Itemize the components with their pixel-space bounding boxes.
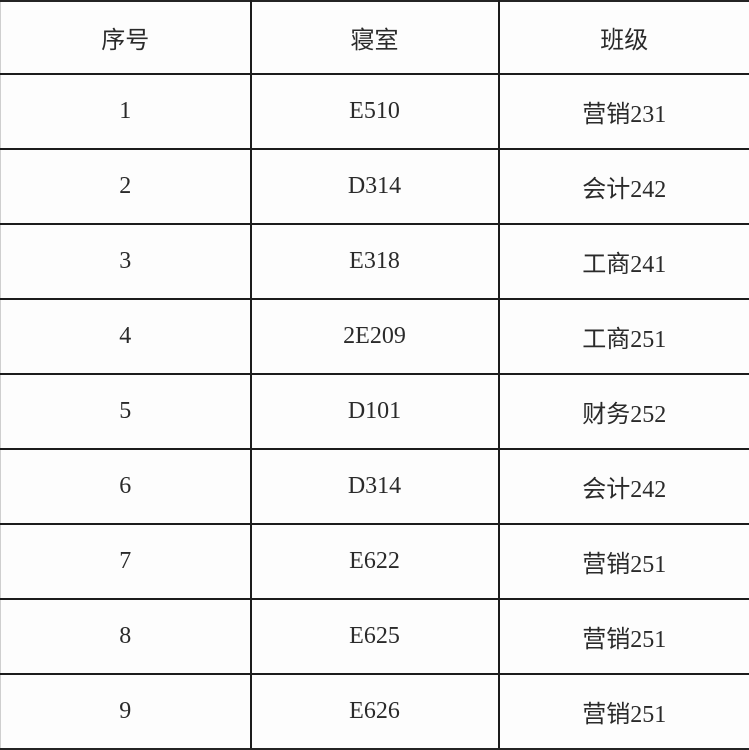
table-row: 1 E510 营销231 xyxy=(0,73,749,150)
table-row: 8 E625 营销251 xyxy=(0,598,749,675)
table-row: 9 E626 营销251 xyxy=(0,673,749,750)
dorm-cell: D314 xyxy=(249,448,500,525)
class-cell: 财务252 xyxy=(497,373,749,450)
header-dorm: 寝室 xyxy=(249,0,500,75)
dorm-cell: E318 xyxy=(249,223,500,300)
class-cell: 工商241 xyxy=(497,223,749,300)
class-cell: 营销251 xyxy=(497,673,749,750)
dorm-cell: E625 xyxy=(249,598,500,675)
table-row: 5 D101 财务252 xyxy=(0,373,749,450)
serial-cell: 1 xyxy=(0,73,252,150)
header-row: 序号 寝室 班级 xyxy=(0,0,749,75)
header-class: 班级 xyxy=(497,0,749,75)
class-cell: 工商251 xyxy=(497,298,749,375)
dorm-cell: 2E209 xyxy=(249,298,500,375)
dorm-cell: E510 xyxy=(249,73,500,150)
dorm-cell: D314 xyxy=(249,148,500,225)
table-row: 7 E622 营销251 xyxy=(0,523,749,600)
serial-cell: 4 xyxy=(0,298,252,375)
class-cell: 会计242 xyxy=(497,148,749,225)
serial-cell: 3 xyxy=(0,223,252,300)
class-cell: 营销231 xyxy=(497,73,749,150)
table-row: 6 D314 会计242 xyxy=(0,448,749,525)
serial-cell: 8 xyxy=(0,598,252,675)
serial-cell: 9 xyxy=(0,673,252,750)
serial-cell: 7 xyxy=(0,523,252,600)
serial-cell: 2 xyxy=(0,148,252,225)
dorm-cell: E626 xyxy=(249,673,500,750)
table-row: 2 D314 会计242 xyxy=(0,148,749,225)
serial-cell: 5 xyxy=(0,373,252,450)
table-row: 4 2E209 工商251 xyxy=(0,298,749,375)
class-cell: 营销251 xyxy=(497,523,749,600)
dorm-cell: D101 xyxy=(249,373,500,450)
class-cell: 会计242 xyxy=(497,448,749,525)
serial-cell: 6 xyxy=(0,448,252,525)
class-cell: 营销251 xyxy=(497,598,749,675)
dorm-cell: E622 xyxy=(249,523,500,600)
header-serial: 序号 xyxy=(0,0,252,75)
table-row: 3 E318 工商241 xyxy=(0,223,749,300)
